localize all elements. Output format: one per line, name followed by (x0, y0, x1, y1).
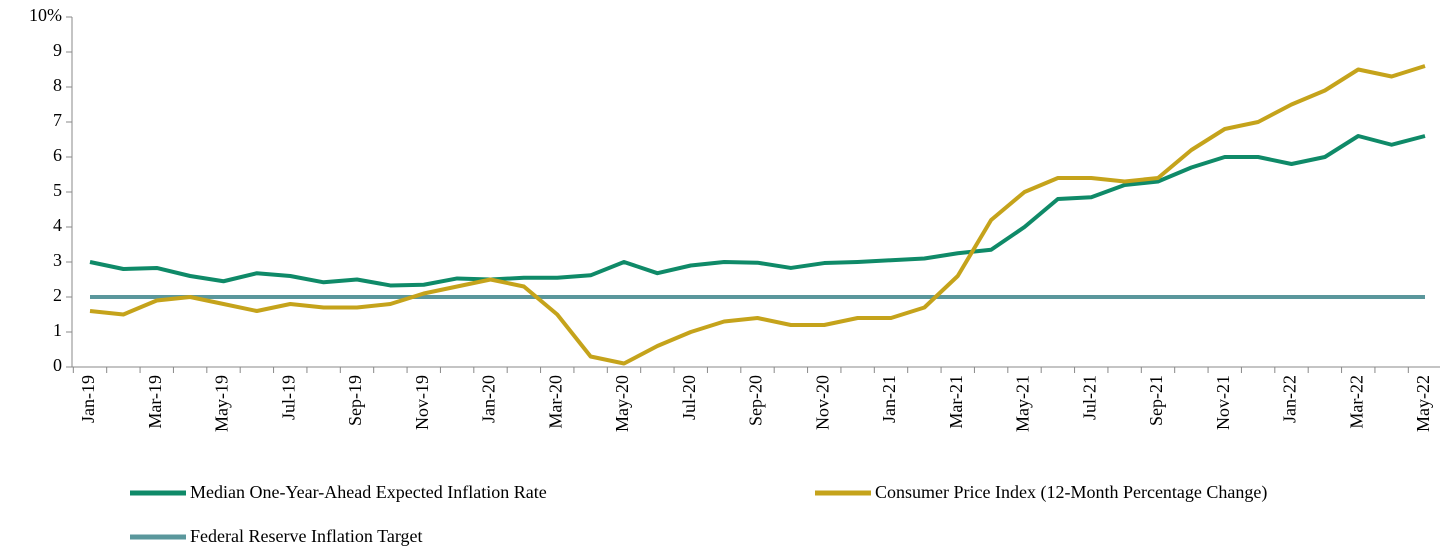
x-tick-label: Jan-22 (1280, 375, 1300, 423)
x-tick-label: Nov-20 (812, 375, 832, 430)
x-tick-label: Mar-20 (545, 375, 565, 429)
legend-label: Federal Reserve Inflation Target (190, 526, 423, 546)
y-tick-label: 7 (53, 110, 62, 130)
series-line (89, 134, 1426, 288)
x-tick-label: Sep-20 (746, 375, 766, 426)
x-tick-label: Jul-21 (1079, 375, 1099, 420)
x-tick-label: Jul-19 (278, 375, 298, 420)
x-tick-label: Mar-21 (946, 375, 966, 429)
x-tick-label: Nov-21 (1213, 375, 1233, 430)
x-tick-label: Nov-19 (412, 375, 432, 430)
y-tick-label: 9 (53, 40, 62, 60)
y-tick-label: 2 (53, 285, 62, 305)
x-tick-label: May-20 (612, 375, 632, 432)
y-tick-label: 6 (53, 145, 62, 165)
legend-label: Median One-Year-Ahead Expected Inflation… (190, 482, 547, 502)
x-tick-label: Jan-19 (78, 375, 98, 423)
y-tick-label: 0 (53, 355, 62, 375)
x-tick-label: Sep-19 (345, 375, 365, 426)
y-tick-label: 4 (53, 215, 62, 235)
y-tick-label: 8 (53, 75, 62, 95)
y-tick-label: 5 (53, 180, 62, 200)
x-tick-label: Jul-20 (679, 375, 699, 420)
series-line (89, 64, 1426, 366)
y-tick-label: 3 (53, 250, 62, 270)
x-tick-label: Jan-20 (479, 375, 499, 423)
legend-label: Consumer Price Index (12-Month Percentag… (875, 482, 1267, 503)
x-tick-label: Mar-22 (1346, 375, 1366, 429)
x-tick-label: May-19 (212, 375, 232, 432)
x-tick-label: Jan-21 (879, 375, 899, 423)
x-tick-label: Sep-21 (1146, 375, 1166, 426)
y-tick-label: 10% (29, 5, 62, 25)
x-tick-label: Mar-19 (145, 375, 165, 429)
x-tick-label: May-21 (1013, 375, 1033, 432)
x-tick-label: May-22 (1413, 375, 1433, 432)
y-tick-label: 1 (53, 320, 62, 340)
